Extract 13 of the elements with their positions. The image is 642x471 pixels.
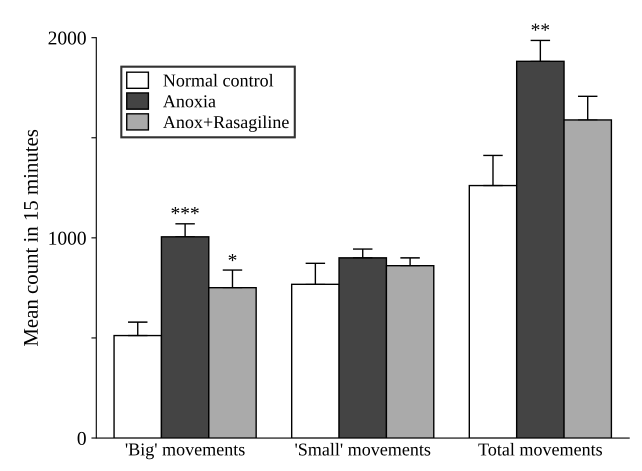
annotation: **	[532, 24, 550, 31]
y-tick-label: 0	[78, 432, 86, 445]
legend-label: Normal control	[163, 74, 274, 87]
x-tick-label: 'Big' movements	[126, 443, 245, 460]
y-axis-title: Mean count in 15 minutes	[24, 130, 38, 346]
legend-label: Anox+Rasagiline	[163, 116, 289, 132]
x-tick-label: 'Small' movements	[295, 442, 430, 456]
annotation: *	[228, 254, 236, 262]
annotation: ***	[171, 206, 199, 214]
legend-label: Anoxia	[163, 95, 216, 108]
y-tick-label: 2000	[48, 31, 86, 45]
x-tick-label: Total movements	[478, 442, 602, 456]
y-tick-label: 1000	[49, 232, 86, 245]
